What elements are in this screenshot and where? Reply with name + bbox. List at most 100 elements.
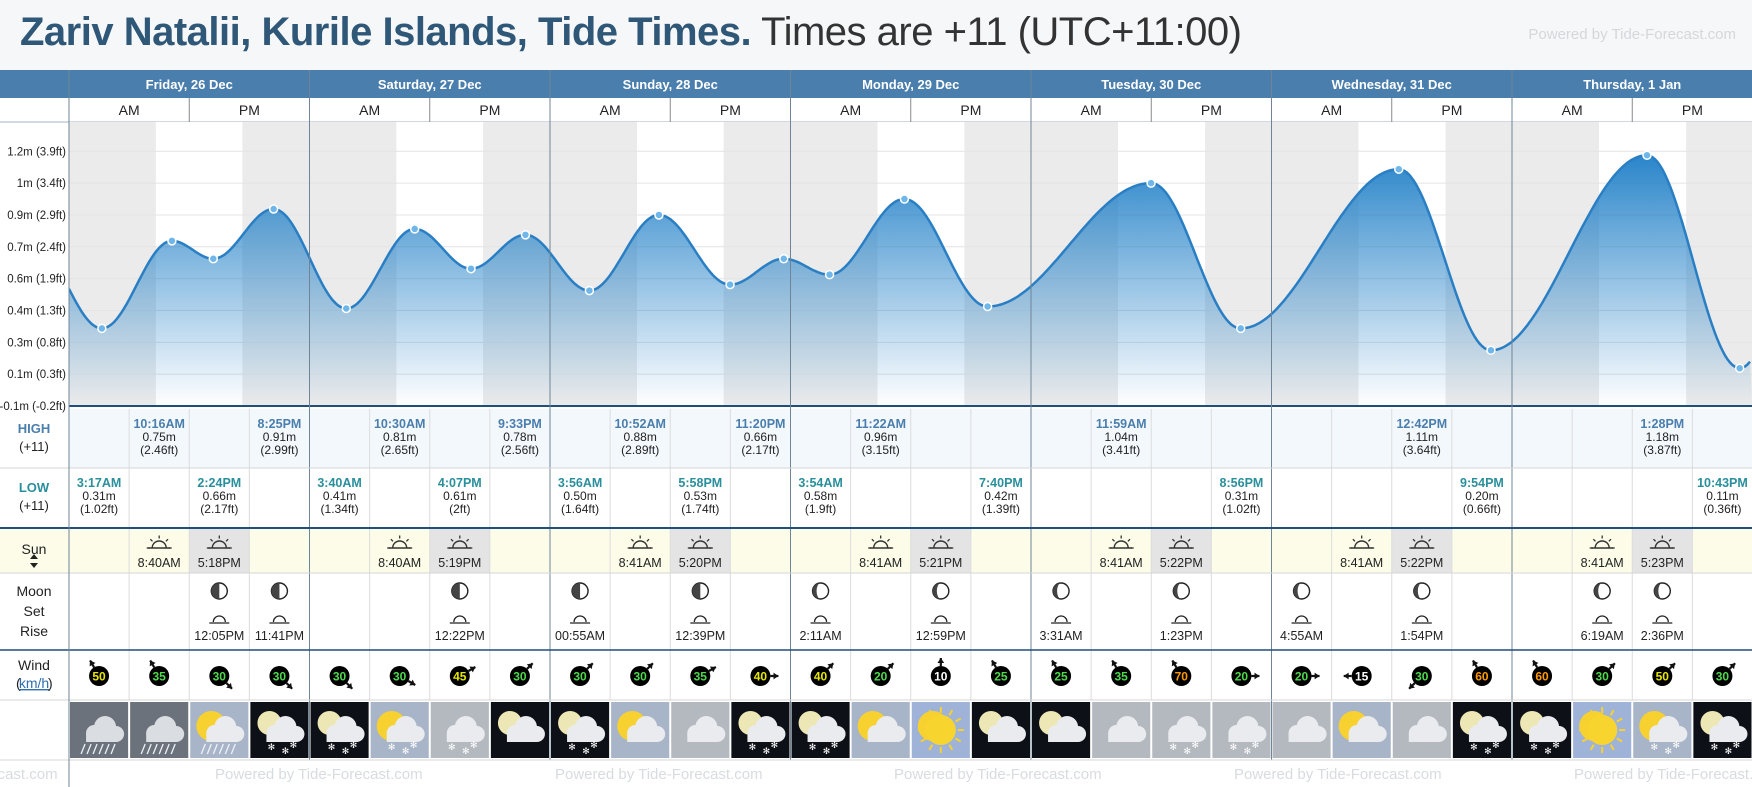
svg-text:✻: ✻ <box>388 742 396 752</box>
day-header-bar <box>0 70 1752 98</box>
wind-speed: 30 <box>513 670 527 684</box>
tide-extreme-point <box>97 323 107 334</box>
wind-unit-paren-close: ) <box>48 675 53 691</box>
sunrise-icon <box>387 535 413 549</box>
sunset-icon <box>447 535 473 549</box>
high-height-m: 1.04m <box>1105 430 1138 444</box>
svg-text:✻: ✻ <box>462 746 470 756</box>
low-height-ft: (1.9ft) <box>805 502 836 516</box>
wind-indicator: 40 <box>810 662 835 686</box>
low-time: 9:54PM <box>1460 476 1504 490</box>
moon-phase-icon <box>811 582 830 600</box>
moon-phase-icon <box>1292 582 1311 600</box>
moon-cloud-icon <box>971 702 1030 758</box>
wind-arrowhead-icon <box>887 663 894 670</box>
sunrise-time: 8:41AM <box>859 556 902 570</box>
wind-arrowhead-icon <box>773 672 779 680</box>
wind-speed-badge <box>1532 666 1553 686</box>
high-row-timezone: (+11) <box>19 439 49 454</box>
high-height-ft: (2.65ft) <box>381 443 419 457</box>
low-time: 2:24PM <box>197 476 241 490</box>
wind-arrowhead-icon <box>526 663 533 670</box>
page-title-location: Zariv Natalii, Kurile Islands, Tide Time… <box>20 10 752 54</box>
svg-text:✻: ✻ <box>809 742 817 752</box>
moon-cloud-snow-icon: ✻ ✻✻ <box>1513 702 1572 758</box>
wind-speed-badge <box>630 666 651 686</box>
high-height-m: 1.18m <box>1646 430 1679 444</box>
y-axis-label: -0.1m (-0.2ft) <box>0 401 66 413</box>
am-label: AM <box>359 102 380 118</box>
pm-label: PM <box>960 102 981 118</box>
moon-cloud-snow-icon: ✻ ✻✻ <box>1452 702 1511 758</box>
day-header-label: Saturday, 27 Dec <box>378 77 482 92</box>
low-time: 7:40PM <box>979 476 1023 490</box>
low-height-ft: (0.66ft) <box>1463 502 1501 516</box>
high-height-m: 0.96m <box>864 430 897 444</box>
moon-event-time: 12:22PM <box>435 629 485 643</box>
svg-text:✻: ✻ <box>749 742 757 752</box>
wind-indicator: 25 <box>1051 659 1072 686</box>
high-height-ft: (2.56ft) <box>501 443 539 457</box>
wind-speed: 30 <box>213 670 227 684</box>
wind-indicator: 20 <box>870 662 895 686</box>
wind-indicator: 30 <box>1592 662 1616 686</box>
wind-arrowhead-icon <box>1729 663 1736 670</box>
moon-phase-icon <box>451 582 469 600</box>
wind-speed: 20 <box>1295 670 1309 684</box>
high-height-ft: (2.46ft) <box>140 443 178 457</box>
moonrise-icon <box>449 615 470 624</box>
wind-indicator: 30 <box>209 666 233 690</box>
svg-text:✻: ✻ <box>290 740 298 750</box>
low-time: 4:07PM <box>438 476 482 490</box>
moon-event-time: 1:23PM <box>1160 629 1203 643</box>
tide-extreme-point <box>982 301 993 312</box>
sunset-icon <box>1649 535 1675 549</box>
wind-indicator: 30 <box>509 662 534 686</box>
svg-text:✻: ✻ <box>1673 740 1681 750</box>
wind-speed: 50 <box>92 670 106 684</box>
wind-indicator: 30 <box>389 666 416 686</box>
wind-indicator: 15 <box>1343 666 1372 686</box>
rain-cloud-icon <box>70 702 129 758</box>
moon-event-time: 3:31AM <box>1040 629 1083 643</box>
wind-speed-badge <box>990 666 1011 686</box>
wind-speed-badge <box>1652 666 1673 686</box>
sunset-time: 5:23PM <box>1641 556 1684 570</box>
cloud-snow-icon: ✻ ✻✻ <box>1152 702 1211 758</box>
wind-speed: 60 <box>1535 670 1549 684</box>
wind-arrowhead-icon <box>89 660 96 667</box>
page-title: Zariv Natalii, Kurile Islands, Tide Time… <box>20 10 1242 55</box>
wind-speed-badge <box>329 666 350 686</box>
moon-event-time: 2:36PM <box>1641 629 1684 643</box>
high-height-ft: (3.64ft) <box>1403 443 1441 457</box>
moonrise-icon <box>1592 615 1613 624</box>
high-height-m: 0.78m <box>503 430 536 444</box>
sun-cloud-snow-icon: ✻ ✻✻ <box>1633 702 1692 758</box>
moonrise-icon <box>209 615 230 624</box>
wind-arrowhead-icon <box>1111 660 1118 667</box>
y-axis-label: 0.1m (0.3ft) <box>7 369 66 381</box>
y-axis-label: 0.6m (1.9ft) <box>7 274 66 286</box>
svg-text:✻: ✻ <box>1544 746 1552 756</box>
svg-text:✻: ✻ <box>282 746 290 756</box>
wind-unit-link[interactable]: km/h <box>19 675 49 691</box>
wind-speed-badge <box>1411 666 1432 686</box>
wind-speed: 30 <box>634 670 648 684</box>
am-label: AM <box>840 102 861 118</box>
wind-indicator: 30 <box>630 662 654 686</box>
svg-text:✻: ✻ <box>350 740 358 750</box>
wind-indicator: 50 <box>1652 662 1676 686</box>
moon-event-time: 2:11AM <box>799 629 841 643</box>
am-label: AM <box>119 102 140 118</box>
high-height-ft: (2.89ft) <box>621 443 659 457</box>
svg-text:✻: ✻ <box>1230 742 1238 752</box>
low-height-m: 0.58m <box>804 489 837 503</box>
day-header-label: Monday, 29 Dec <box>862 77 959 92</box>
moon-cloud-snow-icon: ✻ ✻✻ <box>791 702 850 758</box>
wind-speed: 40 <box>814 670 828 684</box>
low-time: 8:56PM <box>1220 476 1264 490</box>
am-label: AM <box>1081 102 1102 118</box>
moon-cloud-snow-icon: ✻ ✻✻ <box>551 702 610 758</box>
svg-text:✻: ✻ <box>1552 740 1560 750</box>
moon-row-label: Moon <box>16 583 51 599</box>
